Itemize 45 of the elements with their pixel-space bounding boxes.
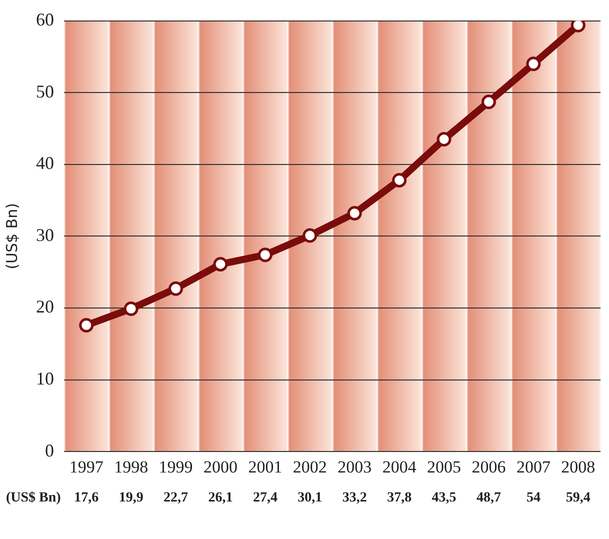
point [436,132,452,147]
point [302,228,318,243]
data-label: 33,2 [342,490,367,506]
point [258,248,272,262]
point [392,172,407,188]
data-label: 17,6 [74,490,99,506]
text: (US$ Bn) [6,490,62,506]
y-axis-title: (US$ Bn) [2,203,21,270]
y-tick-label: 10 [36,368,54,389]
point [526,56,541,72]
x-tick-label: 1999 [158,457,193,476]
x-tick-label: 2006 [472,457,506,476]
data-label: 26,1 [208,490,233,506]
point [168,281,184,296]
y-tick-label: 50 [36,81,54,102]
point [570,20,586,32]
data-label: 22,7 [164,490,188,506]
y-tick-label: 0 [45,440,54,460]
x-tick-label: 2005 [427,457,462,476]
data-label: 59,4 [566,490,590,506]
y-tick-label: 30 [36,224,54,245]
y-tick-label: 20 [36,296,54,317]
x-tick-label: 2002 [292,457,327,476]
point [124,301,138,316]
x-tick-label: 1998 [114,457,148,476]
data-label: 30,1 [298,490,322,506]
x-tick-label: 2007 [516,457,551,476]
x-tick-label: 2008 [561,457,596,476]
x-tick-label: 2004 [382,457,417,476]
data-label: 37,8 [387,490,412,506]
x-tick-label: 2001 [248,457,282,476]
point [481,94,496,110]
data-label: 19,9 [118,490,144,506]
y-tick-label: 60 [36,10,54,30]
point [347,206,362,220]
data-label: 48,7 [476,490,501,506]
point [213,256,228,272]
data-label: 54 [526,490,540,506]
x-tick-label: 2000 [203,457,238,476]
data-label: 43,5 [432,490,456,506]
y-tick-label: 40 [36,153,54,174]
x-tick-label: 2003 [338,457,372,476]
x-tick-label: 1997 [69,457,104,476]
point [79,318,94,332]
data-label: 27,4 [252,490,278,506]
